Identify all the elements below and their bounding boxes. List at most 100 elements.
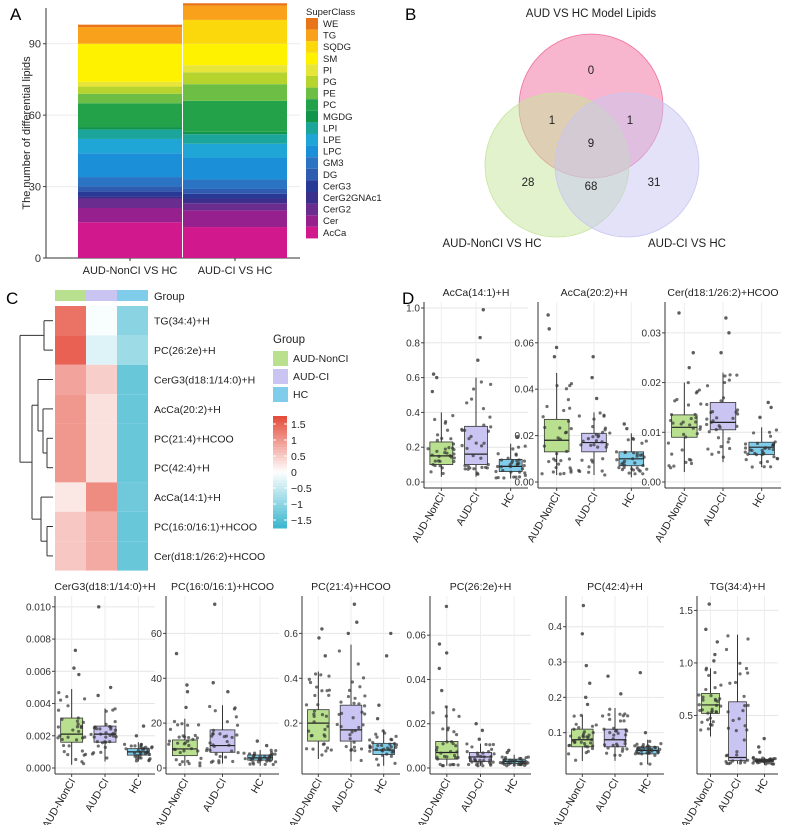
outlier-point	[713, 652, 717, 657]
data-point	[694, 415, 698, 420]
data-point	[512, 760, 516, 764]
venn-region-count: 28	[522, 177, 535, 189]
data-point	[564, 430, 568, 434]
data-point	[578, 469, 582, 474]
data-point	[172, 719, 177, 724]
data-point	[307, 677, 311, 681]
data-point	[709, 694, 713, 698]
outlier-point	[554, 345, 559, 350]
data-point	[598, 411, 602, 415]
data-point	[434, 748, 439, 752]
colorbar-step	[273, 430, 287, 434]
data-point	[65, 695, 69, 699]
data-point	[509, 470, 513, 474]
data-point	[312, 720, 316, 724]
box-aud-ci	[709, 402, 737, 431]
data-point	[488, 762, 493, 766]
data-point	[323, 734, 327, 738]
data-point	[547, 459, 551, 464]
bar-segment-pi	[183, 65, 287, 73]
data-point	[725, 761, 729, 766]
data-point	[719, 444, 723, 449]
data-point	[324, 749, 328, 753]
data-point	[718, 697, 722, 701]
bar-segment-cerg2	[183, 203, 287, 211]
data-point	[717, 424, 721, 428]
venn-set-label-aud-ci-vs-hc: AUD-CI VS HC	[648, 238, 726, 250]
facet-strip	[430, 577, 531, 595]
outlier-point	[77, 672, 81, 677]
data-point	[520, 467, 525, 471]
legend-label-sqdg: SQDG	[323, 42, 351, 53]
data-point	[620, 749, 624, 753]
data-point	[187, 735, 191, 740]
data-point	[129, 744, 133, 748]
data-point	[735, 373, 739, 377]
data-point	[435, 438, 439, 442]
data-point	[638, 469, 642, 473]
bar-segment-lpi	[183, 134, 287, 144]
data-point	[105, 756, 109, 760]
data-point	[312, 709, 317, 713]
colorbar-tick-label: −1.5	[291, 515, 312, 527]
data-point	[618, 753, 622, 757]
data-point	[713, 685, 717, 690]
data-point	[320, 753, 324, 757]
data-point	[441, 742, 445, 746]
data-point	[710, 410, 715, 414]
data-point	[103, 740, 107, 744]
xtick-label: AUD-NonCI	[40, 777, 78, 825]
bar-segment-dg	[78, 186, 182, 192]
data-point	[79, 724, 83, 728]
data-point	[624, 733, 628, 737]
ytick-label: 1.0	[406, 304, 420, 315]
ytick-label: 0.02	[407, 719, 427, 730]
outlier-point	[346, 631, 351, 636]
data-point	[714, 703, 719, 707]
data-point	[431, 711, 435, 715]
data-point	[767, 446, 771, 450]
data-point	[140, 747, 144, 751]
data-point	[75, 725, 80, 729]
data-point	[368, 749, 372, 753]
ytick-label: 0	[156, 764, 162, 775]
ytick-label: 0.04	[407, 675, 427, 686]
legend-label-acca: AcCa	[323, 228, 347, 239]
data-point	[574, 722, 578, 726]
data-point	[689, 461, 694, 466]
data-point	[699, 402, 703, 406]
data-point	[614, 450, 619, 454]
data-point	[352, 745, 357, 749]
ytick-label: 0.0	[406, 478, 420, 489]
data-point	[626, 438, 630, 442]
boxplot-pc-16-0-16-1-hcoo: PC(16:0/16:1)+HCOO 0 20 40 60 AUD-NonCI AUD-CI…	[151, 577, 279, 825]
data-point	[496, 464, 500, 469]
ytick-label: 0.006	[26, 667, 51, 678]
data-point	[465, 446, 469, 451]
data-point	[353, 749, 357, 753]
data-point	[728, 681, 732, 685]
data-point	[472, 467, 476, 471]
data-point	[176, 723, 180, 727]
bar-segment-gm3	[183, 179, 287, 189]
heatmap-cell	[117, 335, 148, 365]
data-point	[501, 468, 505, 473]
heatmap-cell	[86, 541, 117, 571]
data-point	[508, 758, 512, 762]
colorbar-step	[273, 441, 287, 445]
group-legend-swatch-hc	[273, 387, 288, 402]
legend-swatch-cerg2gnac1	[306, 192, 318, 204]
data-point	[59, 698, 63, 702]
data-point	[435, 745, 439, 750]
data-point	[713, 697, 718, 701]
data-point	[90, 752, 95, 756]
data-point	[150, 746, 154, 750]
data-point	[350, 730, 354, 734]
data-point	[689, 416, 693, 421]
data-point	[189, 747, 194, 751]
xtick-label: HC	[127, 776, 145, 795]
data-point	[606, 746, 610, 750]
colorbar-step	[273, 488, 287, 493]
data-point	[479, 754, 483, 758]
data-point	[445, 428, 450, 432]
